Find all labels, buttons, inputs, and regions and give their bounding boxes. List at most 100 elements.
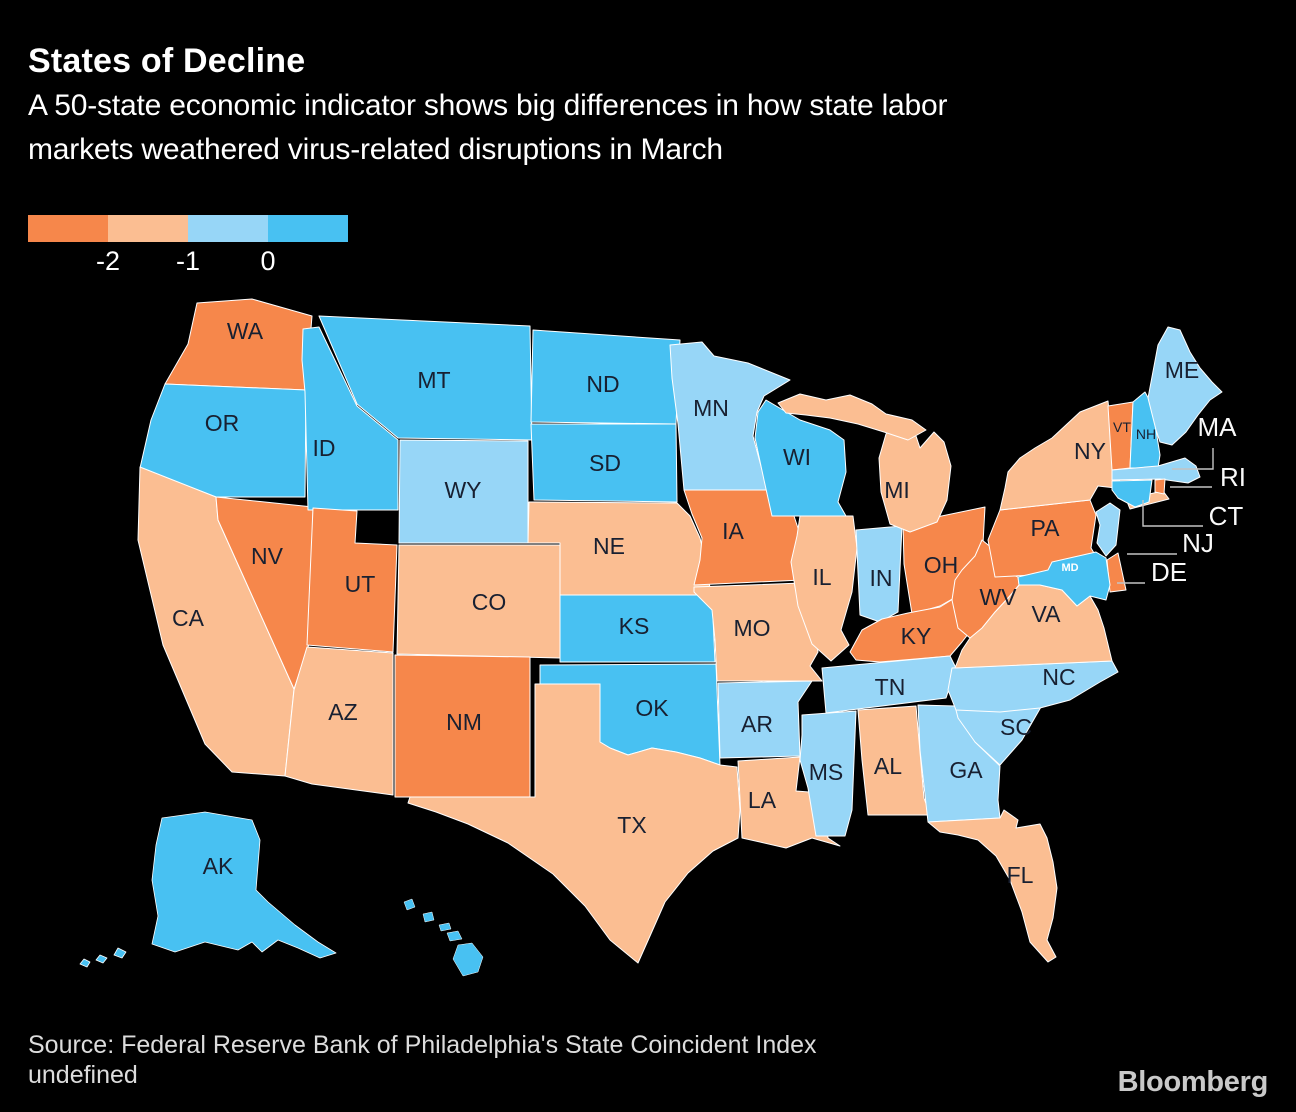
state-label-NY: NY — [1074, 438, 1106, 464]
state-WI[interactable] — [754, 399, 847, 517]
state-label-MS: MS — [809, 759, 844, 785]
state-label-IA: IA — [722, 518, 744, 544]
state-NC[interactable] — [947, 660, 1119, 713]
legend-swatch--2_to_-1 — [108, 215, 188, 242]
state-NJ[interactable] — [1095, 502, 1121, 557]
state-MI[interactable] — [777, 393, 927, 441]
state-label-GA: GA — [949, 757, 983, 783]
state-label-LA: LA — [748, 787, 777, 813]
state-label-PA: PA — [1031, 515, 1061, 541]
state-HI[interactable] — [446, 930, 463, 942]
state-label-ID: ID — [313, 435, 336, 461]
callout-label-CT: CT — [1209, 501, 1244, 531]
state-AR[interactable] — [717, 680, 813, 759]
state-MI[interactable] — [878, 419, 952, 533]
source-line: Source: Federal Reserve Bank of Philadel… — [28, 1031, 817, 1059]
state-label-VA: VA — [1032, 601, 1062, 627]
state-KS[interactable] — [559, 594, 716, 663]
callout-label-RI: RI — [1220, 462, 1246, 492]
state-label-AZ: AZ — [328, 699, 357, 725]
state-label-MN: MN — [693, 395, 729, 421]
state-label-TN: TN — [875, 674, 906, 700]
state-label-VT: VT — [1113, 419, 1131, 435]
legend-swatch-above_0 — [268, 215, 348, 242]
legend-swatch--1_to_0 — [188, 215, 268, 242]
state-ME[interactable] — [1147, 326, 1223, 446]
chart-title: States of Decline — [28, 42, 306, 80]
state-label-KY: KY — [901, 623, 932, 649]
state-CT[interactable] — [1111, 479, 1153, 508]
state-RI[interactable] — [1154, 478, 1166, 495]
source-note: Source: Federal Reserve Bank of Philadel… — [28, 1030, 817, 1090]
chart-subtitle-line2: markets weathered virus-related disrupti… — [28, 133, 723, 166]
leader-line-CT — [1142, 500, 1203, 527]
state-label-AL: AL — [874, 753, 902, 779]
state-label-MI: MI — [884, 477, 910, 503]
state-label-KS: KS — [619, 613, 650, 639]
bloomberg-logo: Bloomberg — [1117, 1066, 1269, 1098]
state-label-OR: OR — [205, 410, 240, 436]
state-WV[interactable] — [951, 539, 1020, 639]
state-label-MO: MO — [733, 615, 770, 641]
callout-label-NJ: NJ — [1182, 528, 1214, 558]
state-MN[interactable] — [669, 341, 791, 491]
state-label-SD: SD — [589, 450, 621, 476]
state-AK[interactable] — [79, 958, 91, 968]
state-HI[interactable] — [403, 898, 416, 911]
chart-subtitle: A 50-state economic indicator shows big … — [28, 84, 947, 172]
state-label-NE: NE — [593, 533, 625, 559]
callout-label-DE: DE — [1151, 557, 1187, 587]
state-label-IL: IL — [812, 564, 831, 590]
state-MT[interactable] — [318, 315, 533, 441]
state-label-NV: NV — [251, 543, 284, 569]
state-label-FL: FL — [1007, 862, 1034, 888]
source-undefined-line: undefined — [28, 1061, 138, 1089]
state-label-CA: CA — [172, 605, 205, 631]
state-label-OK: OK — [635, 695, 669, 721]
state-HI[interactable] — [422, 911, 435, 923]
state-label-OH: OH — [924, 552, 959, 578]
legend-tick-minus2: -2 — [95, 246, 121, 276]
state-label-SC: SC — [1000, 714, 1032, 740]
state-SD[interactable] — [530, 423, 678, 503]
chart-subtitle-line1: A 50-state economic indicator shows big … — [28, 89, 948, 122]
state-FL[interactable] — [927, 809, 1058, 963]
state-HI[interactable] — [438, 922, 452, 932]
state-label-TX: TX — [617, 812, 646, 838]
state-UT[interactable] — [306, 507, 398, 653]
state-label-MT: MT — [417, 367, 450, 393]
state-WA[interactable] — [164, 298, 313, 391]
leader-line-MA — [1172, 448, 1214, 470]
state-label-UT: UT — [345, 571, 376, 597]
state-label-WI: WI — [783, 444, 811, 470]
state-label-NH: NH — [1136, 426, 1156, 442]
legend-tick-minus1: -1 — [175, 246, 201, 276]
legend-tick-zero: 0 — [260, 246, 276, 276]
state-label-WY: WY — [444, 477, 481, 503]
state-label-AK: AK — [203, 853, 234, 879]
callout-label-MA: MA — [1198, 412, 1238, 442]
state-AK[interactable] — [151, 811, 337, 959]
state-label-ME: ME — [1165, 357, 1200, 383]
legend-color-bar — [28, 215, 348, 242]
state-label-AR: AR — [741, 711, 773, 737]
state-TX[interactable] — [407, 683, 741, 964]
state-AK[interactable] — [95, 954, 108, 964]
state-label-MD: MD — [1061, 562, 1078, 574]
state-HI[interactable] — [452, 942, 484, 977]
state-AZ[interactable] — [284, 646, 394, 796]
state-MD[interactable] — [1017, 551, 1111, 607]
state-MA[interactable] — [1111, 457, 1201, 484]
state-label-WA: WA — [227, 318, 264, 344]
state-label-IN: IN — [870, 565, 893, 591]
state-AK[interactable] — [113, 947, 127, 959]
state-label-WV: WV — [979, 584, 1017, 610]
state-label-NM: NM — [446, 709, 482, 735]
state-MS[interactable] — [799, 710, 857, 837]
legend: -2 -1 0 — [28, 215, 348, 280]
state-label-ND: ND — [586, 371, 619, 397]
state-label-CO: CO — [472, 589, 507, 615]
state-ID[interactable] — [301, 326, 399, 511]
state-VT[interactable] — [1107, 401, 1134, 471]
